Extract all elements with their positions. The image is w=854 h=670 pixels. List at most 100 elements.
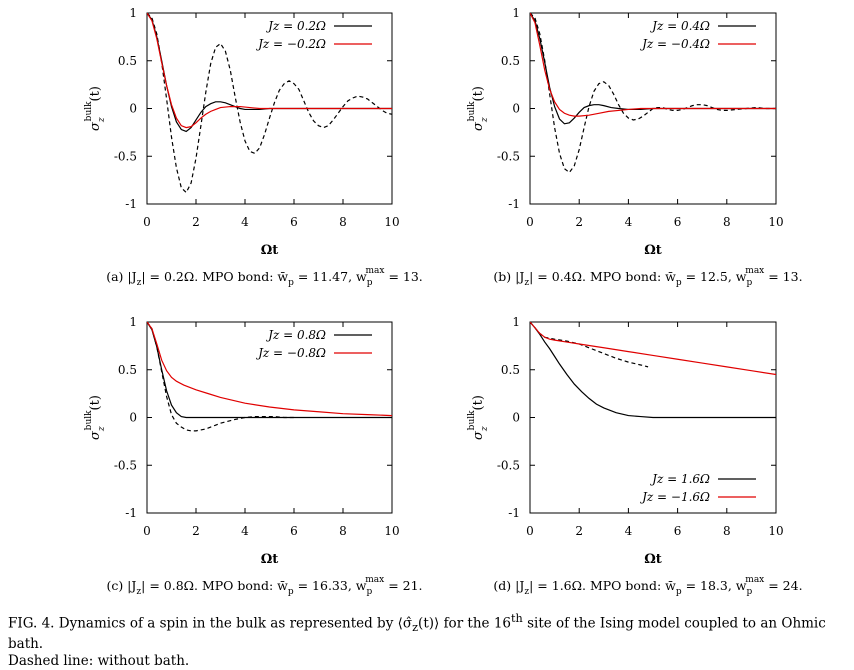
subfigure-caption-part: = 13. bbox=[764, 269, 802, 284]
y-tick-label: -0.5 bbox=[497, 458, 520, 472]
y-tick-label: -1 bbox=[508, 197, 520, 211]
subfigure-caption-part: z bbox=[524, 587, 529, 597]
series-line-no-bath bbox=[147, 322, 294, 432]
y-axis-label-sub: z bbox=[480, 426, 490, 432]
y-tick-label: 0.5 bbox=[501, 363, 520, 377]
x-axis-label: Ωt bbox=[644, 552, 662, 567]
y-axis-label: σzbulk(t) bbox=[467, 395, 490, 440]
legend-label: Jz = 1.6Ω bbox=[649, 472, 710, 486]
subfigure-caption-part: | = 0.2Ω. MPO bond: w̄ bbox=[141, 269, 288, 284]
y-tick-label: 1 bbox=[129, 6, 137, 20]
figure-caption-line-1: FIG. 4. Dynamics of a spin in the bulk a… bbox=[8, 612, 826, 653]
subfigure-caption-part: = 21. bbox=[384, 578, 422, 593]
x-tick-label: 0 bbox=[526, 524, 534, 538]
subfigure-caption: (d) |Jz| = 1.6Ω. MPO bond: w̄p = 18.3, w… bbox=[493, 575, 802, 597]
x-axis-label: Ωt bbox=[261, 243, 279, 258]
x-tick-label: 4 bbox=[241, 215, 249, 229]
subfigure-caption-part: = 11.47, w bbox=[294, 269, 367, 284]
y-axis-label-symbol: σ bbox=[88, 430, 103, 440]
subfigure-caption: (b) |Jz| = 0.4Ω. MPO bond: w̄p = 12.5, w… bbox=[493, 266, 802, 288]
y-axis-label-tail: (t) bbox=[88, 395, 103, 410]
y-axis-label-sub: z bbox=[97, 426, 107, 432]
figure-caption-line-2: Dashed line: without bath. bbox=[8, 653, 190, 670]
subfigure-caption-part: max bbox=[745, 266, 764, 276]
x-tick-label: 2 bbox=[192, 215, 200, 229]
y-axis-label-symbol: σ bbox=[88, 121, 103, 131]
x-tick-label: 10 bbox=[768, 215, 783, 229]
x-tick-label: 10 bbox=[384, 215, 399, 229]
x-tick-label: 0 bbox=[143, 524, 151, 538]
subfigure-caption-part: (a) |J bbox=[106, 269, 136, 284]
series-line-no-bath bbox=[530, 322, 649, 368]
series-line-no-bath bbox=[530, 13, 776, 174]
y-axis-label-symbol: σ bbox=[471, 121, 486, 131]
legend-label: Jz = −0.4Ω bbox=[639, 37, 710, 51]
subfigure-caption-part: | = 1.6Ω. MPO bond: w̄ bbox=[529, 578, 676, 593]
y-tick-label: -1 bbox=[508, 506, 520, 520]
y-axis-label-tail: (t) bbox=[88, 86, 103, 101]
subfigure-caption-part: = 13. bbox=[384, 269, 422, 284]
figure-caption: FIG. 4. Dynamics of a spin in the bulk a… bbox=[8, 610, 848, 670]
y-axis-label-sup: bulk bbox=[467, 410, 477, 430]
x-tick-label: 4 bbox=[625, 524, 633, 538]
x-tick-label: 8 bbox=[339, 524, 347, 538]
y-tick-label: 0 bbox=[512, 102, 520, 116]
subfigure-caption-part: p bbox=[288, 278, 294, 288]
subfigure-caption-part: = 24. bbox=[764, 578, 802, 593]
y-axis-label-sup: bulk bbox=[84, 101, 94, 121]
subfigure-caption-part: | = 0.4Ω. MPO bond: w̄ bbox=[529, 269, 676, 284]
y-axis-label-sup: bulk bbox=[84, 410, 94, 430]
subfigure-caption-part: z bbox=[136, 587, 141, 597]
subfigure-caption-part: z bbox=[524, 278, 529, 288]
y-tick-label: 1 bbox=[512, 6, 520, 20]
y-axis-label-sub: z bbox=[480, 117, 490, 123]
x-tick-label: 8 bbox=[723, 524, 731, 538]
y-tick-label: 0 bbox=[129, 102, 137, 116]
x-tick-label: 4 bbox=[625, 215, 633, 229]
series-line bbox=[147, 322, 392, 417]
x-axis-label: Ωt bbox=[261, 552, 279, 567]
y-tick-label: 0.5 bbox=[118, 363, 137, 377]
subfigure-caption-part: p bbox=[747, 587, 753, 597]
y-tick-label: 0.5 bbox=[118, 54, 137, 68]
x-tick-label: 2 bbox=[575, 524, 583, 538]
series-line bbox=[147, 322, 392, 419]
x-tick-label: 2 bbox=[192, 524, 200, 538]
series-line bbox=[147, 13, 392, 129]
y-tick-label: -0.5 bbox=[114, 149, 137, 163]
series-line bbox=[530, 322, 776, 419]
subfigure-caption-part: max bbox=[365, 266, 384, 276]
subfigure-caption-part: p bbox=[366, 587, 372, 597]
x-tick-label: 8 bbox=[339, 215, 347, 229]
y-axis-label: σzbulk(t) bbox=[467, 86, 490, 131]
x-tick-label: 0 bbox=[143, 215, 151, 229]
subfigure-caption-part: p bbox=[288, 587, 294, 597]
x-tick-label: 6 bbox=[290, 215, 298, 229]
x-tick-label: 8 bbox=[723, 215, 731, 229]
y-tick-label: -1 bbox=[125, 506, 137, 520]
x-tick-label: 0 bbox=[526, 215, 534, 229]
y-tick-label: 0.5 bbox=[501, 54, 520, 68]
legend-label: Jz = 0.8Ω bbox=[265, 328, 326, 342]
series-line bbox=[530, 13, 776, 117]
y-axis-label-tail: (t) bbox=[471, 395, 486, 410]
y-axis-label-sub: z bbox=[97, 117, 107, 123]
subfigure-caption-part: p bbox=[676, 278, 682, 288]
y-tick-label: -0.5 bbox=[114, 458, 137, 472]
legend-label: Jz = −0.8Ω bbox=[255, 346, 326, 360]
subfigure-caption: (a) |Jz| = 0.2Ω. MPO bond: w̄p = 11.47, … bbox=[106, 266, 423, 288]
y-tick-label: 0 bbox=[129, 411, 137, 425]
y-tick-label: 1 bbox=[512, 315, 520, 329]
subfigure-caption-part: p bbox=[747, 278, 753, 288]
legend-label: Jz = −0.2Ω bbox=[255, 37, 326, 51]
x-tick-label: 2 bbox=[575, 215, 583, 229]
x-tick-label: 10 bbox=[768, 524, 783, 538]
y-axis-label: σzbulk(t) bbox=[84, 395, 107, 440]
subfigure-caption-part: = 16.33, w bbox=[294, 578, 367, 593]
subfigure-caption-part: = 12.5, w bbox=[682, 269, 747, 284]
subfigure-caption-part: z bbox=[137, 278, 142, 288]
y-tick-label: -0.5 bbox=[497, 149, 520, 163]
